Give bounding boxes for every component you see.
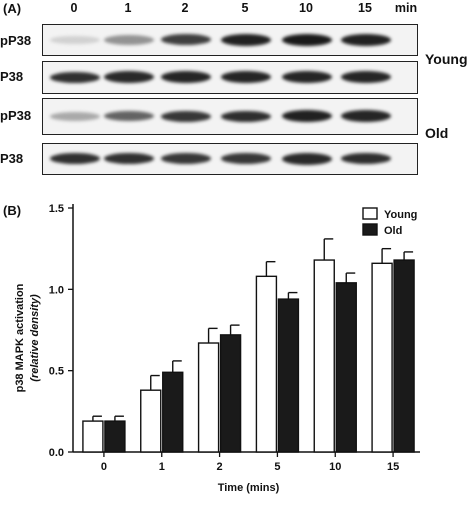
y-tick-label: 1.0 [49,284,64,296]
legend-label-young: Young [384,209,417,221]
y-axis-sublabel: (relative density) [29,294,41,382]
panel-a-label: (A) [3,1,22,16]
legend-swatch-old [362,223,378,236]
bar-old [393,259,415,453]
bar-young [140,389,162,453]
bar-old [104,420,126,453]
bar-young [313,259,335,453]
blot-band [282,71,332,83]
blot-band [104,34,154,45]
lane-label: 10 [299,1,313,15]
lane-label: 1 [124,1,132,15]
blot-band [161,34,211,45]
blot-strip [42,143,418,175]
group-label-old: Old [425,125,449,141]
y-axis-label: p38 MAPK activation [14,283,26,392]
blot-band [341,33,391,46]
legend-label-old: Old [384,225,402,237]
bar-old [162,371,184,453]
blot-strip [42,98,418,135]
y-tick-label: 1.5 [49,203,64,215]
x-tick-label: 5 [274,461,280,473]
blot-band [221,110,271,122]
lane-label: 5 [241,1,249,15]
panel-b-label: (B) [3,203,22,218]
blot-band [50,111,100,121]
blot-band [221,71,271,83]
legend-swatch-young [362,207,378,220]
blot-band [104,111,154,121]
bar-young [82,420,104,453]
bar-chart: 0.0 0.5 1.0 1.5 0 1 2 5 10 15 Time (mins) p38 MAPK … [14,203,420,494]
blot-band [221,33,271,46]
blot-band [221,153,271,164]
lane-label: 2 [181,1,189,15]
bar-young [371,262,393,453]
x-tick-label: 10 [329,461,341,473]
blot-band [341,71,391,83]
blot-band [50,71,100,83]
bar-old [219,334,242,453]
caption-fragment [0,503,474,516]
blot-strip [42,24,418,56]
blot-band [50,153,100,164]
blot-band [341,153,391,164]
blot-row-label: pP38 [0,108,32,123]
blot-band [282,110,332,122]
blot-band [341,110,391,122]
blot-band [282,152,332,165]
blot-band [282,33,332,46]
blot-band [104,153,154,164]
blot-band [161,153,211,164]
blot-row-label: P38 [0,69,24,84]
blot-row-label: P38 [0,151,24,166]
group-label-young: Young [425,51,468,67]
blot-band [50,35,100,44]
y-tick-label: 0.5 [49,366,64,378]
x-tick-label: 15 [387,461,399,473]
bar-old [277,298,300,453]
y-tick-label: 0.0 [49,447,64,459]
bar-young [197,342,220,453]
blot-band [104,71,154,83]
bar-young [255,275,278,453]
x-tick-label: 2 [217,461,223,473]
x-tick-label: 0 [101,461,107,473]
x-tick-label: 1 [159,461,165,473]
lane-label: 0 [70,1,78,15]
bar-old [335,282,357,453]
unit-label: min [394,1,418,15]
blot-row-label: pP38 [0,33,32,48]
lane-label: 15 [358,1,372,15]
x-axis-label: Time (mins) [218,482,280,494]
blot-band [161,71,211,83]
blot-band [161,110,211,122]
blot-strip [42,61,418,94]
